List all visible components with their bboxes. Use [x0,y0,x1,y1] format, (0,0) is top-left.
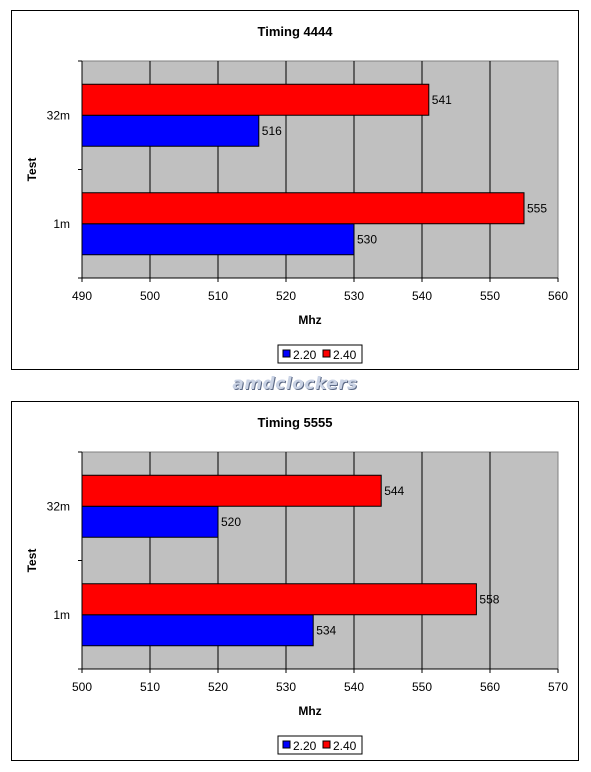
x-tick-label: 560 [480,680,500,694]
legend: 2.20 2.40 [277,735,363,755]
legend-label: 2.20 [293,348,317,362]
x-tick-label: 490 [72,289,92,303]
data-label: 558 [479,592,499,606]
bar-240-1m [81,583,477,616]
bar-240-32m [81,83,430,116]
data-label: 530 [357,232,377,246]
x-tick-label: 510 [208,289,228,303]
y-tick-label: 32m [47,499,70,513]
x-tick-label: 550 [480,289,500,303]
legend-box [277,344,363,364]
bar-220-1m [81,223,355,256]
x-tick-label: 500 [72,680,92,694]
legend-label: 2.40 [333,739,357,753]
x-tick-label: 550 [412,680,432,694]
y-axis-label: Test [25,158,39,182]
legend-label: 2.20 [293,739,317,753]
bar-220-1m [81,614,314,647]
x-tick-label: 530 [276,680,296,694]
legend: 2.20 2.40 [277,344,363,364]
x-tick-label: 530 [344,289,364,303]
x-tick-label: 540 [344,680,364,694]
y-tick-label: 32m [47,108,70,122]
y-axis-label: Test [25,549,39,573]
bar-240-32m [81,474,382,507]
x-tick-label: 570 [548,680,568,694]
legend-label: 2.40 [333,348,357,362]
x-tick-label: 540 [412,289,432,303]
x-axis-label: Mhz [298,313,321,327]
legend-swatch-220 [282,349,291,358]
data-label: 516 [262,124,282,138]
data-label: 544 [384,484,404,498]
legend-box [277,735,363,755]
legend-swatch-220 [282,740,291,749]
chart-title: Timing 5555 [258,415,333,430]
data-label: 520 [221,515,241,529]
legend-swatch-240 [322,740,331,749]
watermark-logo: amdclockers [232,374,358,394]
x-tick-label: 520 [208,680,228,694]
y-tick-label: 1m [53,608,70,622]
bar-240-1m [81,192,525,225]
chart-title: Timing 4444 [258,24,334,39]
chart-panel-timing-4444: Timing 4444 490 500 510 520 530 540 550 560 1m 530… [11,10,579,370]
bar-220-32m [81,505,219,538]
x-tick-label: 500 [140,289,160,303]
chart-panel-timing-5555: Timing 5555 500 510 520 530 540 550 560 570 1m 534… [11,401,579,761]
data-label: 555 [527,201,547,215]
data-label: 541 [432,93,452,107]
x-tick-label: 510 [140,680,160,694]
x-axis-label: Mhz [298,704,321,718]
x-tick-label: 560 [548,289,568,303]
bar-220-32m [81,114,260,147]
y-tick-label: 1m [53,217,70,231]
chart-svg-timing-5555: Timing 5555 500 510 520 530 540 550 560 570 1m 534… [25,415,568,755]
data-label: 534 [316,623,336,637]
x-tick-label: 520 [276,289,296,303]
chart-svg-timing-4444: Timing 4444 490 500 510 520 530 540 550 560 1m 530… [25,24,568,364]
legend-swatch-240 [322,349,331,358]
